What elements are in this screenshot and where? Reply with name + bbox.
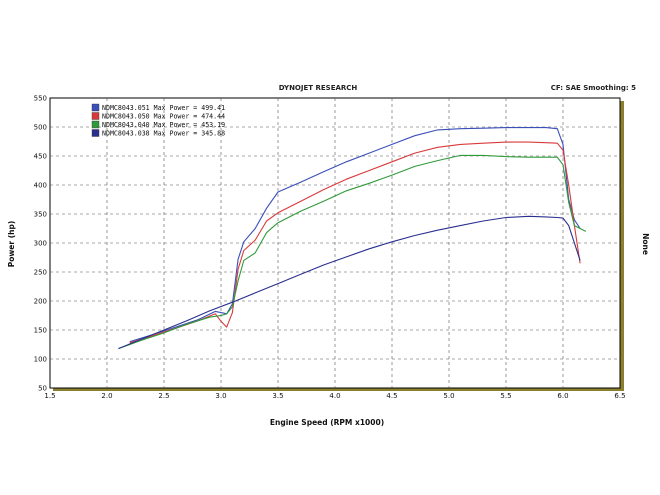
x-tick-label: 3.0 xyxy=(215,392,226,400)
y-axis-label: Power (hp) xyxy=(7,221,16,268)
y-tick-labels: 50 100 150 200 250 300 350 400 450 500 550 xyxy=(34,95,47,393)
plot-bottom-shadow xyxy=(53,388,624,391)
y-tick-label: 200 xyxy=(34,298,47,306)
y-tick-label: 150 xyxy=(34,327,47,335)
plot-right-shadow xyxy=(620,101,624,391)
legend-swatch-2 xyxy=(91,112,100,120)
x-axis-label: Engine Speed (RPM x1000) xyxy=(270,418,384,427)
y-tick-label: 450 xyxy=(34,153,47,161)
chart-header-info: CF: SAE Smoothing: 5 xyxy=(551,84,636,92)
legend-swatch-1 xyxy=(91,103,100,112)
right-axis-label: None xyxy=(641,233,650,255)
x-tick-label: 1.5 xyxy=(44,392,55,400)
x-tick-labels: 1.5 2.0 2.5 3.0 3.5 4.0 4.5 5.0 5.5 6.0 6.5 xyxy=(44,392,625,400)
x-tick-label: 5.5 xyxy=(500,392,511,400)
x-tick-label: 5.0 xyxy=(443,392,454,400)
x-tick-label: 4.0 xyxy=(329,392,340,400)
legend-swatch-3 xyxy=(91,120,100,129)
x-tick-label: 6.5 xyxy=(614,392,625,400)
series-line-4 xyxy=(118,215,581,350)
legend-entry-2: NDMC8043.050 Max Power = 474.44 xyxy=(102,113,225,121)
x-tick-label: 2.5 xyxy=(158,392,169,400)
x-tick-label: 6.0 xyxy=(557,392,568,400)
x-tick-label: 4.5 xyxy=(386,392,397,400)
y-tick-label: 50 xyxy=(38,385,47,393)
y-tick-label: 350 xyxy=(34,211,47,219)
series-lines xyxy=(118,127,587,350)
legend-entry-3: NDMC8043.040 Max Power = 453.19 xyxy=(102,121,225,129)
series-line-2 xyxy=(129,141,581,344)
y-tick-label: 250 xyxy=(34,269,47,277)
legend: NDMC8043.051 Max Power = 499.41NDMC8043.… xyxy=(91,103,225,138)
y-tick-label: 500 xyxy=(34,124,47,132)
legend-entry-4: NDMC8043.038 Max Power = 345.88 xyxy=(102,130,225,138)
y-tick-label: 550 xyxy=(34,95,47,103)
x-tick-label: 2.0 xyxy=(101,392,112,400)
y-tick-label: 400 xyxy=(34,182,47,190)
y-tick-label: 100 xyxy=(34,356,47,364)
x-tick-label: 3.5 xyxy=(272,392,283,400)
series-line-3 xyxy=(118,154,587,350)
y-tick-label: 300 xyxy=(34,240,47,248)
legend-swatch-4 xyxy=(91,129,100,137)
legend-entry-1: NDMC8043.051 Max Power = 499.41 xyxy=(102,104,225,112)
series-line-1 xyxy=(129,127,581,343)
chart-header-title: DYNOJET RESEARCH xyxy=(279,84,358,92)
